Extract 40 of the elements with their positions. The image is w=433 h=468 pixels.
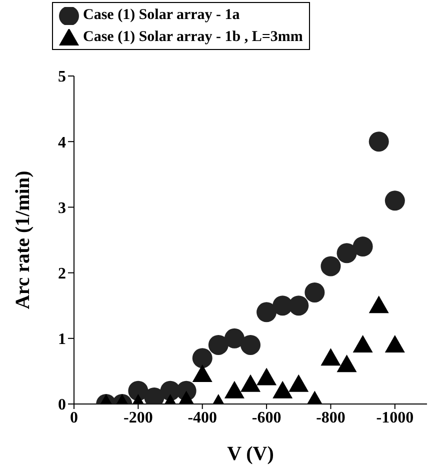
point [352,236,373,257]
point [368,132,389,152]
x-tick-label: -800 [316,409,346,426]
point [224,380,244,398]
y-tick-label: 2 [58,265,66,282]
point [304,282,325,302]
legend-label: Case (1) Solar array - 1b , L=3mm [83,29,303,45]
point [240,374,260,392]
point [320,348,341,366]
point [192,348,212,368]
x-tick-label: -400 [188,409,218,426]
point [336,243,357,264]
x-tick-label: 0 [70,409,78,426]
point [224,328,244,348]
y-tick-label: 5 [58,68,66,86]
y-axis-title: Arc rate (1/min) [12,170,34,310]
x-tick-label: -200 [124,409,153,426]
point [256,302,277,322]
point [272,296,293,316]
point [384,334,405,352]
point [256,368,277,386]
point [240,334,260,355]
point [352,334,373,352]
point [192,364,212,382]
x-tick-label: -600 [252,409,282,426]
point [336,354,357,372]
x-tick-label: -1000 [376,409,414,426]
y-tick-label: 0 [58,396,66,414]
point [272,380,293,398]
x-axis-title: V (V) [227,443,274,465]
point [320,256,341,276]
y-tick-label: 4 [58,134,66,152]
legend-label: Case (1) Solar array - 1a [83,7,240,23]
point [288,296,309,316]
point [368,296,389,314]
point [208,334,228,355]
y-tick-label: 1 [58,331,66,348]
point [384,190,405,211]
point [288,374,309,392]
y-tick-label: 3 [58,200,66,217]
